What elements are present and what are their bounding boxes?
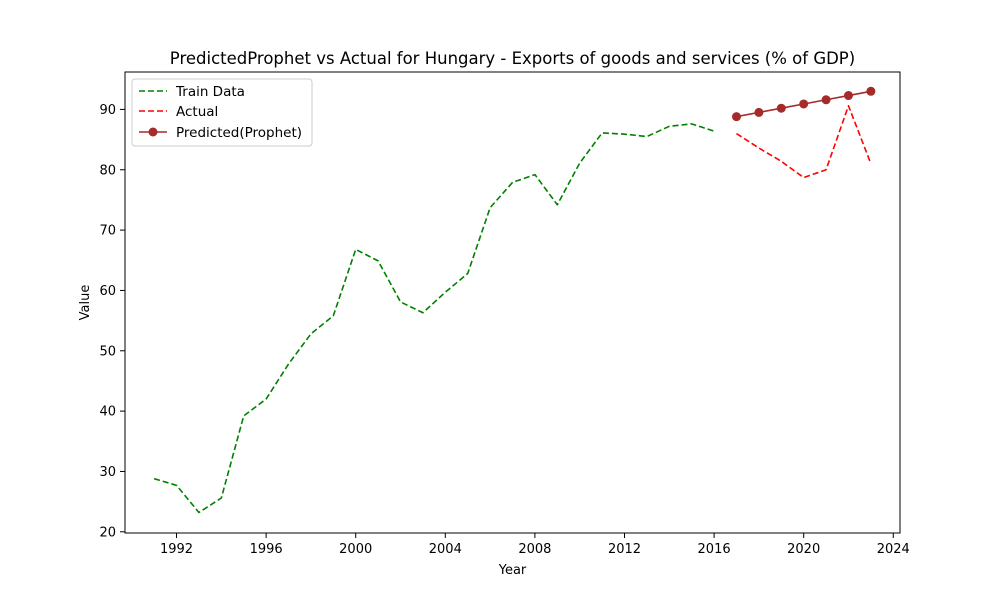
data-point-predicted-prophet-2017	[731, 112, 741, 122]
y-axis-label: Value	[78, 285, 93, 321]
y-axis: 20 30 40 50 60 70 80 90	[99, 103, 125, 540]
x-tick-label: 2004	[429, 542, 462, 557]
y-tick-label: 30	[99, 465, 116, 480]
legend-box	[131, 78, 313, 147]
y-tick-label: 80	[99, 163, 116, 178]
legend-label-predicted: Predicted(Prophet)	[176, 125, 302, 141]
y-tick-label: 90	[99, 103, 116, 118]
y-tick-label: 70	[99, 224, 116, 239]
y-tick-label: 60	[99, 284, 116, 299]
y-tick-label: 40	[99, 405, 116, 420]
plot-frame	[124, 71, 901, 534]
x-tick-label: 2012	[608, 542, 641, 557]
x-tick-label: 2000	[339, 542, 372, 557]
legend-label-train: Train Data	[175, 84, 245, 100]
x-tick-label: 1996	[250, 542, 283, 557]
chart-title: PredictedProphet vs Actual for Hungary -…	[170, 49, 855, 68]
data-point-predicted-prophet-2023	[866, 86, 876, 96]
data-point-predicted-prophet-2018	[754, 107, 764, 117]
x-tick-label: 2016	[698, 542, 731, 557]
y-tick-label: 50	[99, 344, 116, 359]
data-point-predicted-prophet-2021	[821, 95, 831, 105]
legend-label-actual: Actual	[176, 104, 218, 120]
legend: Train Data Actual Predicted(Prophet)	[131, 78, 313, 147]
x-tick-label: 2020	[787, 542, 820, 557]
series-line-train-data	[153, 123, 715, 514]
x-axis-label: Year	[498, 563, 527, 578]
x-axis: 1992 1996 2000 2004 2008 2012 2016 2020 2024	[160, 533, 910, 557]
x-tick-label: 1992	[160, 542, 193, 557]
legend-swatch-predicted-marker	[148, 127, 158, 137]
data-point-predicted-prophet-2022	[843, 91, 853, 101]
x-tick-label: 2008	[518, 542, 551, 557]
series-line-actual	[736, 104, 872, 179]
data-point-predicted-prophet-2019	[776, 103, 786, 113]
y-tick-label: 20	[99, 525, 116, 540]
series-layer	[153, 86, 876, 514]
data-point-predicted-prophet-2020	[799, 99, 809, 109]
x-tick-label: 2024	[877, 542, 910, 557]
